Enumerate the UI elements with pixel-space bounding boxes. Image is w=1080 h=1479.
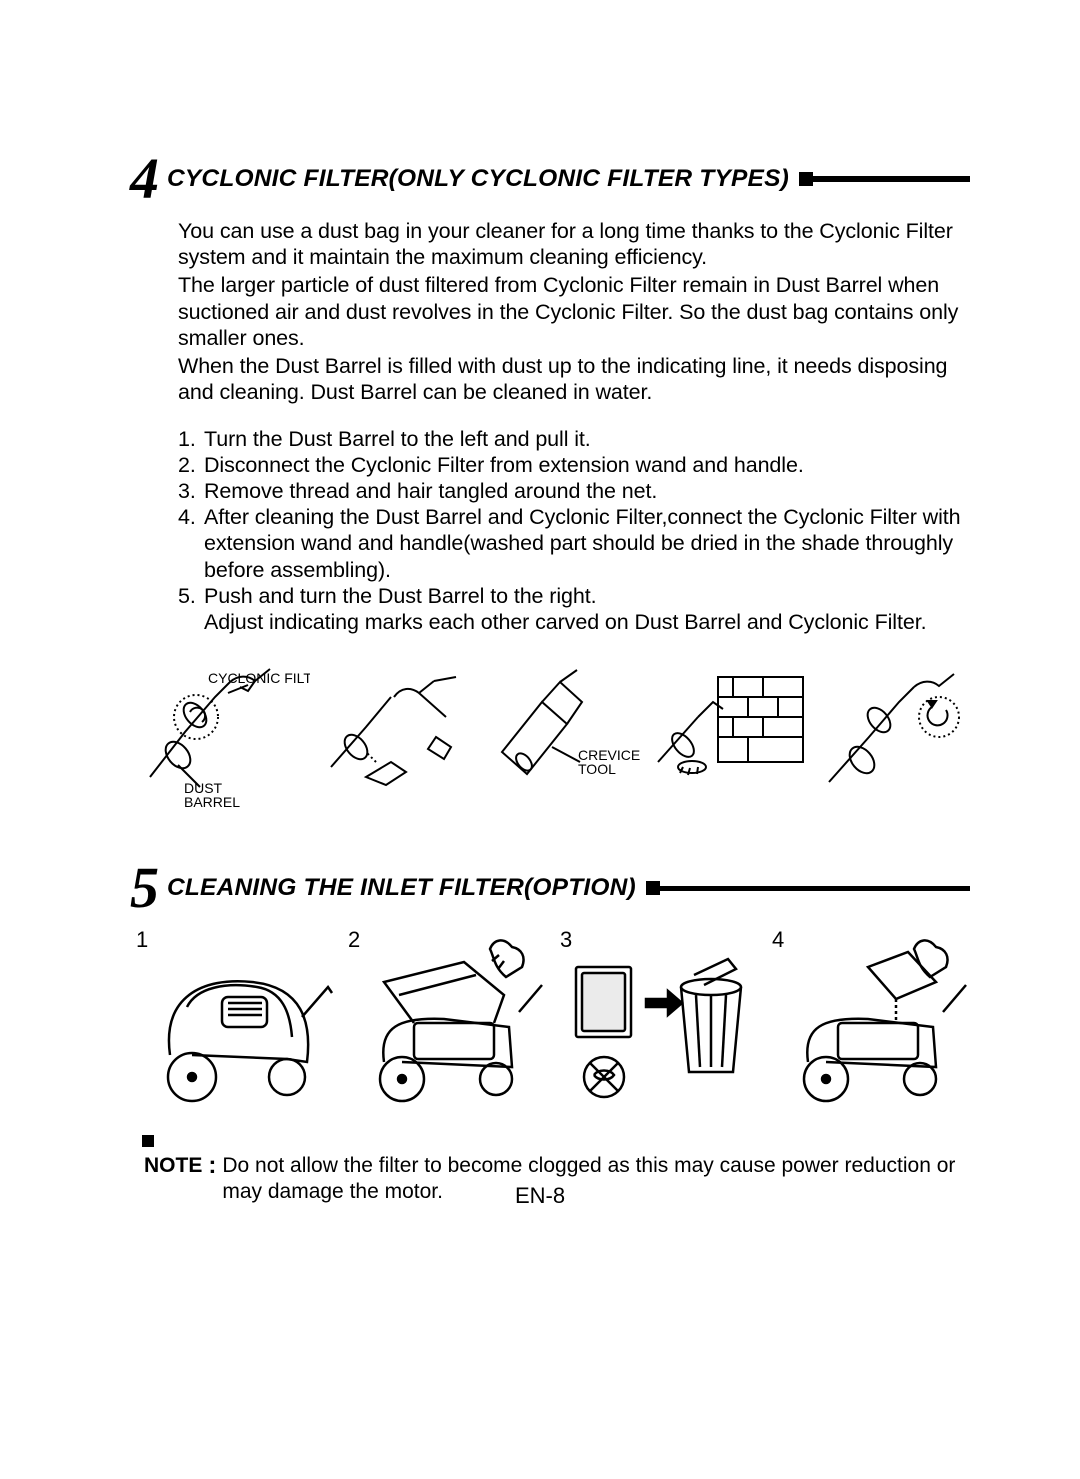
header-rule bbox=[646, 881, 970, 895]
step-item: 4. After cleaning the Dust Barrel and Cy… bbox=[178, 504, 970, 583]
insert-filter-icon bbox=[766, 927, 970, 1105]
step-text: Push and turn the Dust Barrel to the rig… bbox=[204, 583, 970, 635]
rule-square-icon bbox=[799, 172, 813, 186]
step-text: Remove thread and hair tangled around th… bbox=[204, 478, 970, 504]
cyclonic-filter-icon: CYCLONIC FILTER DUST BARREL bbox=[130, 657, 310, 807]
vacuum-closed-icon bbox=[130, 927, 334, 1105]
rule-square-icon bbox=[646, 881, 660, 895]
step-item: 5. Push and turn the Dust Barrel to the … bbox=[178, 583, 970, 635]
step-number: 5. bbox=[178, 583, 204, 635]
disconnect-icon bbox=[316, 667, 476, 797]
diagram-dispose-filter: 3 bbox=[554, 927, 758, 1105]
wash-icon bbox=[648, 667, 808, 797]
page-number: EN-8 bbox=[0, 1183, 1080, 1209]
rule-line bbox=[660, 886, 970, 892]
section-4-diagrams: CYCLONIC FILTER DUST BARREL bbox=[130, 667, 970, 797]
dispose-filter-icon bbox=[554, 927, 758, 1105]
intro-paragraph: You can use a dust bag in your cleaner f… bbox=[178, 218, 970, 270]
header-rule bbox=[799, 172, 970, 186]
panel-number: 2 bbox=[348, 927, 360, 953]
label-cyclonic: CYCLONIC FILTER bbox=[208, 670, 310, 686]
note-label-text: NOTE bbox=[144, 1154, 202, 1177]
panel-number: 4 bbox=[772, 927, 784, 953]
rule-line bbox=[813, 176, 970, 182]
diagram-wash-shade bbox=[648, 667, 808, 797]
step-number: 2. bbox=[178, 452, 204, 478]
section-4-header: 4 CYCLONIC FILTER(ONLY CYCLONIC FILTER T… bbox=[130, 150, 970, 208]
diagram-vacuum-open: 2 bbox=[342, 927, 546, 1105]
intro-paragraph: When the Dust Barrel is filled with dust… bbox=[178, 353, 970, 405]
section-title: CLEANING THE INLET FILTER(OPTION) bbox=[167, 874, 636, 902]
reassemble-icon bbox=[814, 662, 984, 802]
step-text: Turn the Dust Barrel to the left and pul… bbox=[204, 426, 970, 452]
section-5: 5 CLEANING THE INLET FILTER(OPTION) 1 bbox=[130, 859, 970, 1105]
panel-number: 3 bbox=[560, 927, 572, 953]
diagram-reassemble bbox=[814, 667, 984, 797]
section-number: 5 bbox=[130, 859, 159, 917]
step-item: 1. Turn the Dust Barrel to the left and … bbox=[178, 426, 970, 452]
manual-page: 4 CYCLONIC FILTER(ONLY CYCLONIC FILTER T… bbox=[0, 0, 1080, 1479]
section-5-header: 5 CLEANING THE INLET FILTER(OPTION) bbox=[130, 859, 970, 917]
label-barrel: BARREL bbox=[184, 794, 240, 807]
section-5-diagrams: 1 bbox=[130, 927, 970, 1105]
step-number: 4. bbox=[178, 504, 204, 583]
diagram-crevice-tool: CREVICE TOOL bbox=[482, 667, 642, 797]
label-tool: TOOL bbox=[578, 761, 616, 777]
diagram-vacuum-closed: 1 bbox=[130, 927, 334, 1105]
crevice-tool-icon: CREVICE TOOL bbox=[482, 662, 642, 802]
step-number: 3. bbox=[178, 478, 204, 504]
section-title: CYCLONIC FILTER(ONLY CYCLONIC FILTER TYP… bbox=[167, 165, 789, 193]
step-text: Disconnect the Cyclonic Filter from exte… bbox=[204, 452, 970, 478]
section-4-body: You can use a dust bag in your cleaner f… bbox=[178, 218, 970, 635]
section-number: 4 bbox=[130, 150, 159, 208]
panel-number: 1 bbox=[136, 927, 148, 953]
diagram-insert-filter: 4 bbox=[766, 927, 970, 1105]
steps-list: 1. Turn the Dust Barrel to the left and … bbox=[178, 426, 970, 636]
step-number: 1. bbox=[178, 426, 204, 452]
step-item: 2. Disconnect the Cyclonic Filter from e… bbox=[178, 452, 970, 478]
step-item: 3. Remove thread and hair tangled around… bbox=[178, 478, 970, 504]
note-tick-icon bbox=[142, 1135, 154, 1147]
vacuum-open-icon bbox=[342, 927, 546, 1105]
intro-paragraph: The larger particle of dust filtered fro… bbox=[178, 272, 970, 351]
step-text: After cleaning the Dust Barrel and Cyclo… bbox=[204, 504, 970, 583]
diagram-disconnect bbox=[316, 667, 476, 797]
diagram-cyclonic-filter: CYCLONIC FILTER DUST BARREL bbox=[130, 667, 310, 797]
